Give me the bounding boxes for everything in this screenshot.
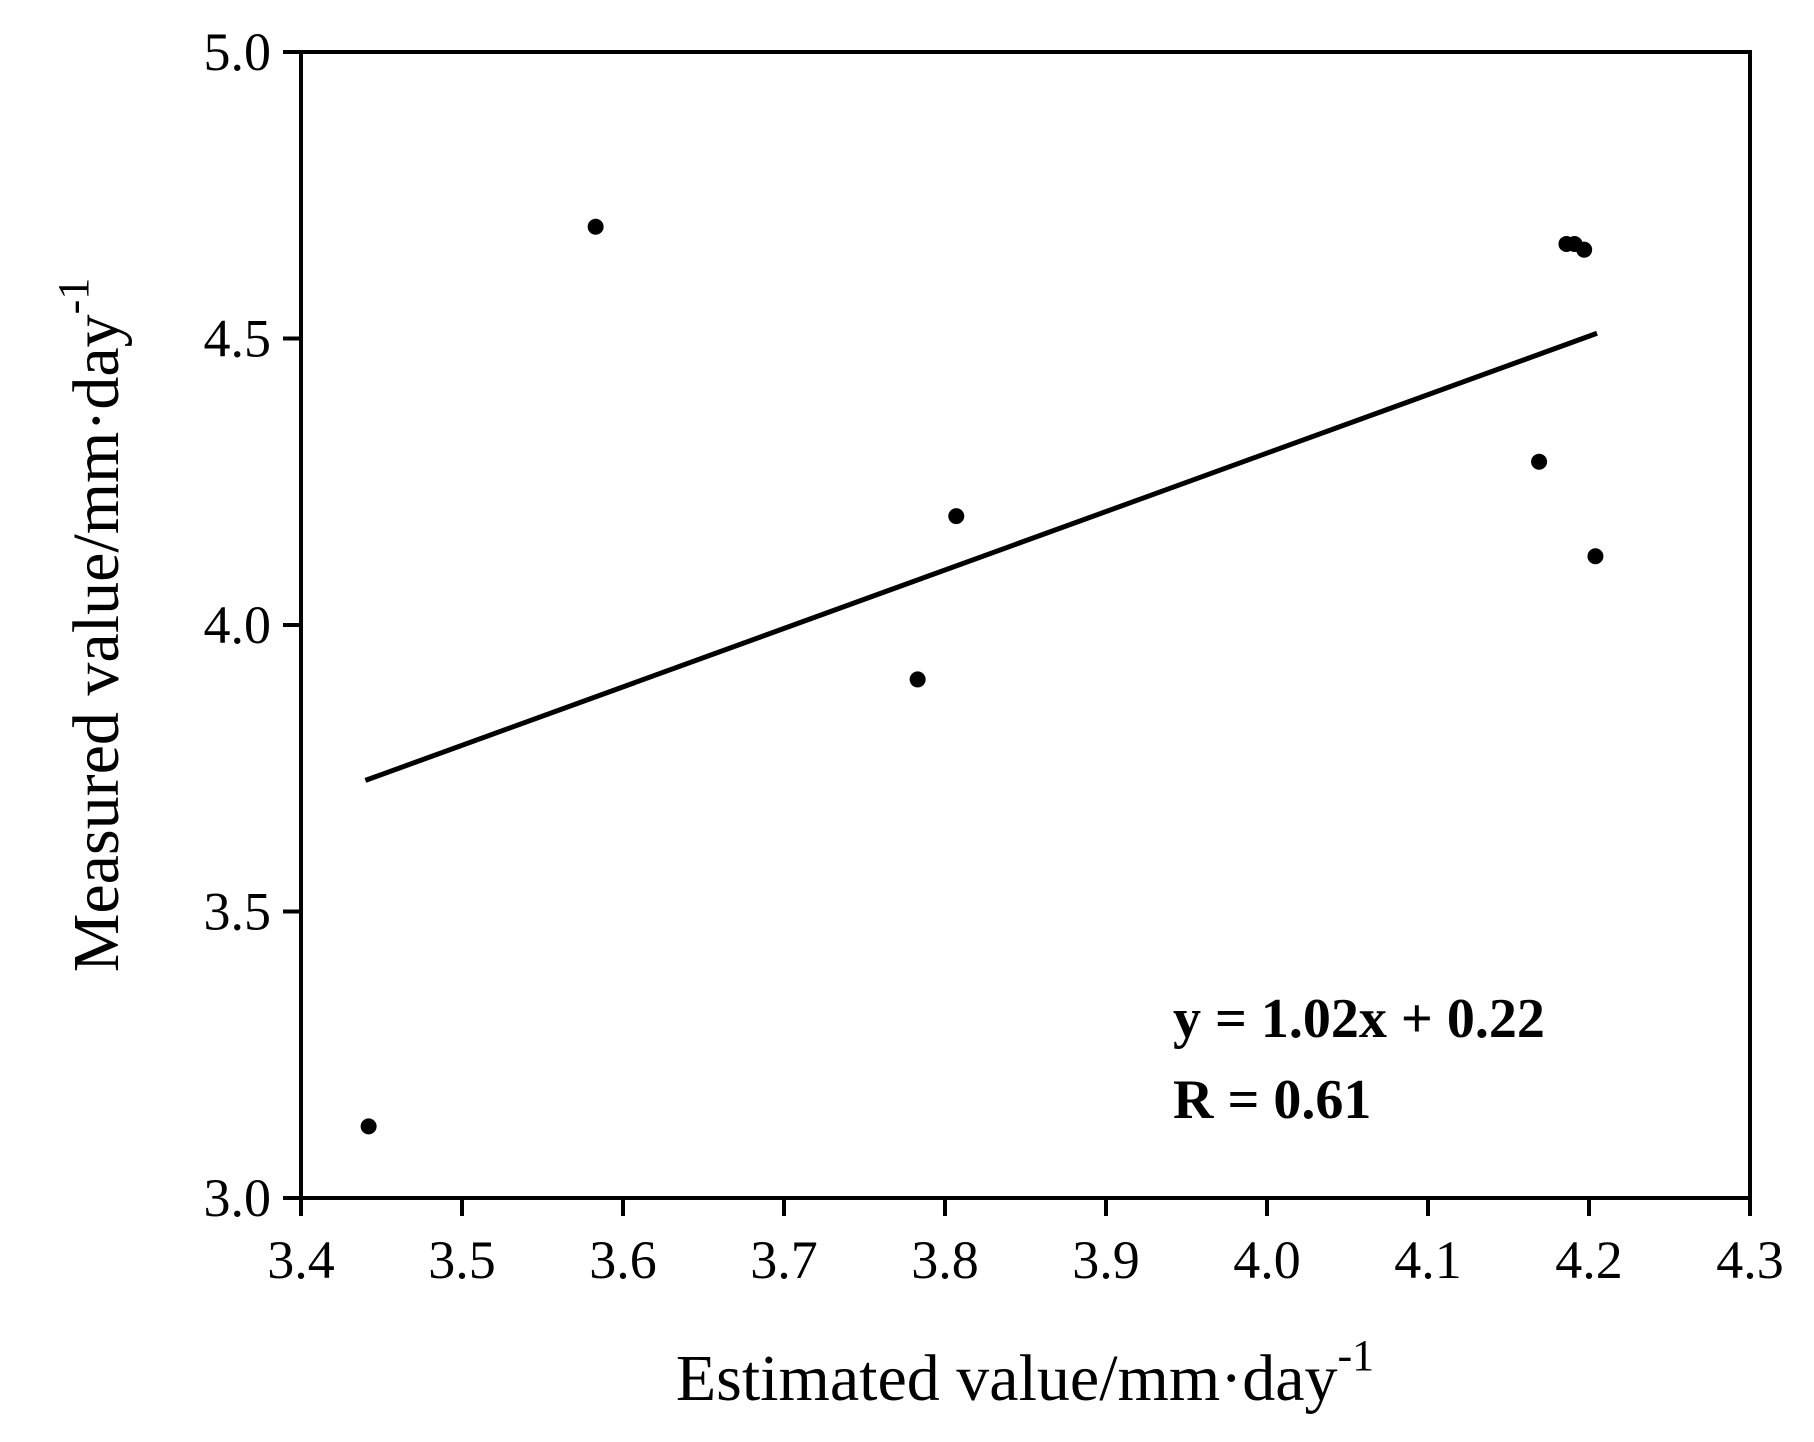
- y-tick-label: 4.5: [204, 309, 272, 369]
- x-tick-label: 3.4: [267, 1230, 335, 1290]
- x-tick-label: 3.5: [428, 1230, 496, 1290]
- x-tick-label: 3.7: [750, 1230, 818, 1290]
- data-point: [909, 671, 926, 688]
- r-value-annotation: R = 0.61: [1173, 1069, 1371, 1131]
- data-point: [1576, 241, 1593, 258]
- x-tick-label: 4.0: [1233, 1230, 1301, 1290]
- x-tick-label: 3.8: [911, 1230, 979, 1290]
- y-tick-label: 3.0: [204, 1168, 272, 1228]
- data-point: [948, 508, 965, 525]
- data-point: [587, 218, 604, 235]
- data-point: [1531, 453, 1548, 470]
- data-point: [1587, 548, 1604, 565]
- x-tick-label: 4.2: [1555, 1230, 1623, 1290]
- x-tick-label: 4.3: [1716, 1230, 1784, 1290]
- y-axis: 3.0 3.5 4.0 4.5 5.0: [204, 22, 301, 1228]
- x-axis-title: Estimated value/mm·day-1: [676, 1331, 1374, 1415]
- x-tick-label: 4.1: [1394, 1230, 1462, 1290]
- data-point: [360, 1118, 377, 1135]
- regression-line: [364, 330, 1598, 783]
- y-tick-label: 4.0: [204, 595, 272, 655]
- y-tick-label: 3.5: [204, 882, 272, 942]
- fit-line-layer: [364, 330, 1598, 783]
- y-axis-title: Measured value/mm·day-1: [49, 278, 133, 973]
- x-tick-label: 3.9: [1072, 1230, 1140, 1290]
- equation-annotation: y = 1.02x + 0.22: [1173, 988, 1545, 1050]
- x-tick-label: 3.6: [589, 1230, 657, 1290]
- x-axis: 3.4 3.5 3.6 3.7 3.8 3.9 4.0 4.1 4.2 4.3: [267, 1198, 1784, 1290]
- data-points: [360, 218, 1604, 1135]
- y-tick-label: 5.0: [204, 22, 272, 82]
